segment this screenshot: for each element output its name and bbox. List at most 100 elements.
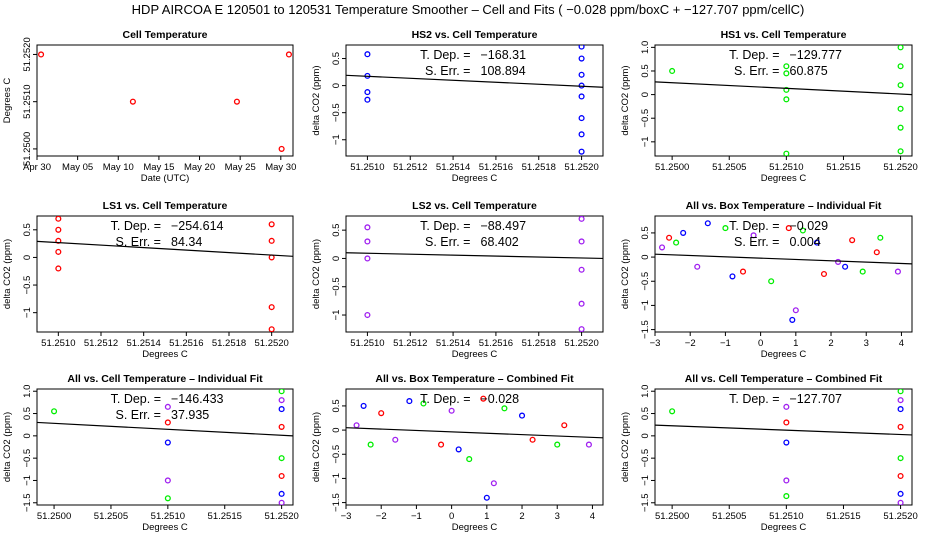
x-tick-label: 51.2500 <box>655 162 689 173</box>
data-point-ls2 <box>897 499 904 505</box>
data-point-cell <box>233 98 240 105</box>
x-tick-label: 51.2505 <box>712 511 746 522</box>
y-tick-label: −1 <box>331 473 342 484</box>
panel-title: All vs. Cell Temperature – Combined Fit <box>685 373 883 385</box>
data-point-cell <box>129 98 136 105</box>
x-axis-label: Degrees C <box>452 522 498 533</box>
y-tick-label: −1.5 <box>640 320 651 339</box>
data-point-ls2 <box>278 499 285 505</box>
y-tick-label: −1 <box>640 136 651 147</box>
data-point-hs1 <box>164 495 171 502</box>
data-point-ls2 <box>448 407 455 414</box>
data-point-hs2 <box>842 263 849 270</box>
y-tick-label: 51.2520 <box>22 37 33 71</box>
x-tick-label: Apr 30 <box>23 162 51 173</box>
chart-panel-ls2-vs-cell: LS2 vs. Cell Temperature 51.2510 51.2512 51… <box>311 200 604 360</box>
y-tick-label: 0 <box>640 254 651 259</box>
data-point-ls1 <box>268 326 275 332</box>
x-tick-label: 2 <box>828 338 833 349</box>
x-tick-label: −2 <box>685 338 696 349</box>
panel-title: All vs. Box Temperature – Combined Fit <box>375 373 574 385</box>
page-title: HDP AIRCOA E 120501 to 120531 Temperatur… <box>132 2 805 17</box>
data-point-hs2 <box>278 490 285 497</box>
x-tick-label: May 30 <box>265 162 296 173</box>
y-tick-label: −1 <box>331 310 342 321</box>
plot-frame <box>36 215 294 333</box>
data-point-ls1 <box>529 436 536 443</box>
data-point-hs1 <box>897 63 904 70</box>
y-tick-label: −0.5 <box>640 449 651 468</box>
data-point-hs2 <box>897 490 904 497</box>
y-tick-label: 0.5 <box>331 52 342 65</box>
panel-title: HS2 vs. Cell Temperature <box>412 29 538 41</box>
data-point-ls1 <box>55 216 62 222</box>
x-tick-label: 51.2505 <box>94 511 128 522</box>
x-tick-label: 51.2520 <box>264 511 298 522</box>
panels: Cell Temperature Apr 30 May 05 May 10 May 15… <box>2 29 918 533</box>
x-axis-label: Degrees C <box>142 349 188 360</box>
data-point-hs1 <box>51 408 58 415</box>
data-point-ls2 <box>694 263 701 270</box>
data-point-hs2 <box>578 45 585 50</box>
data-point-hs2 <box>578 71 585 78</box>
chart-panel-cell-temperature: Cell Temperature Apr 30 May 05 May 10 May 15… <box>2 29 296 184</box>
annotation-label: S. Err. = <box>425 235 471 249</box>
panel-title: HS1 vs. Cell Temperature <box>721 29 847 41</box>
data-point-hs1 <box>673 239 680 246</box>
x-axis-label: Degrees C <box>452 349 498 360</box>
y-tick-label: 0 <box>22 433 33 438</box>
chart-panel-ls1-vs-cell: LS1 vs. Cell Temperature 51.2510 51.2512 51… <box>2 200 294 360</box>
y-tick-label: 1.0 <box>22 385 33 398</box>
data-point-hs2 <box>518 412 526 419</box>
x-tick-label: 51.2514 <box>436 338 470 349</box>
data-point-hs2 <box>455 446 462 453</box>
plot-frame <box>36 44 294 157</box>
y-tick-label: 0 <box>331 256 342 261</box>
y-axis-label: delta CO2 (ppm) <box>311 412 322 482</box>
y-tick-label: 0.5 <box>640 226 651 239</box>
y-axis-label: Degrees C <box>2 78 13 124</box>
annotation-label: S. Err. = <box>425 64 471 78</box>
chart-panel-all-vs-cell-individual: All vs. Cell Temperature – Individual Fi… <box>2 373 299 533</box>
y-tick-label: −0.5 <box>331 445 342 464</box>
data-point-ls1 <box>897 472 904 480</box>
data-point-ls2 <box>750 232 757 239</box>
data-point-ls1 <box>268 237 275 244</box>
data-point-ls2 <box>578 238 585 245</box>
x-tick-label: 51.2510 <box>41 338 75 349</box>
x-tick-label: 4 <box>590 511 595 522</box>
annotation-value: −127.707 <box>790 392 843 406</box>
data-point-hs1 <box>799 227 806 234</box>
annotation-label: S. Err. = <box>115 408 161 422</box>
data-point-ls2 <box>364 238 371 245</box>
x-tick-label: May 15 <box>143 162 174 173</box>
data-point-ls2 <box>164 403 171 410</box>
y-tick-label: 0 <box>331 83 342 88</box>
data-point-hs2 <box>578 55 585 62</box>
data-point-ls2 <box>897 397 904 404</box>
data-point-hs1 <box>877 234 884 241</box>
y-axis-label: delta CO2 (ppm) <box>620 412 631 482</box>
plot-frame <box>654 388 913 506</box>
data-point-ls2 <box>490 480 497 487</box>
data-point-hs2 <box>578 93 585 100</box>
x-tick-label: −1 <box>411 511 422 522</box>
data-point-hs1 <box>278 389 285 395</box>
chart-panel-all-vs-cell-combined: All vs. Cell Temperature – Combined Fit 5… <box>620 373 918 533</box>
x-tick-label: 51.2515 <box>826 162 860 173</box>
y-tick-label: 0 <box>331 427 342 432</box>
data-layer <box>655 389 912 505</box>
x-tick-label: 3 <box>864 338 869 349</box>
data-point-ls1 <box>438 441 445 448</box>
annotation-label: S. Err. = <box>734 235 780 249</box>
y-tick-label: 0.5 <box>22 407 33 420</box>
y-tick-label: −0.5 <box>640 272 651 291</box>
annotation-value: −168.31 <box>481 48 527 62</box>
x-axis-label: Degrees C <box>761 173 807 184</box>
x-tick-label: 51.2510 <box>350 162 384 173</box>
plot-frame <box>654 44 913 157</box>
data-point-hs1 <box>859 268 866 275</box>
y-tick-label: 0 <box>22 255 33 260</box>
y-axis-label: delta CO2 (ppm) <box>311 239 322 309</box>
